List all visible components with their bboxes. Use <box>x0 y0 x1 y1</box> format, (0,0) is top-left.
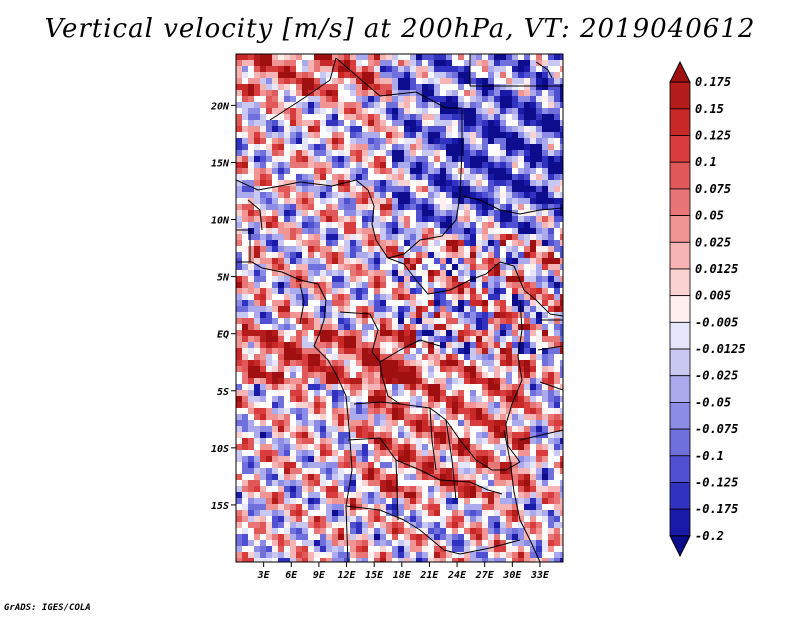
colorbar-segment <box>669 375 691 403</box>
colorbar-label: 0.05 <box>695 209 724 223</box>
country-border <box>299 283 441 363</box>
colorbar-segment <box>669 295 691 323</box>
colorbar-segment <box>669 241 691 270</box>
country-border <box>519 319 563 441</box>
colorbar-segment <box>669 215 691 243</box>
y-tick-label: 15S <box>211 501 229 512</box>
y-tick-label: 5S <box>217 387 229 398</box>
colorbar-segment <box>669 508 691 537</box>
colorbar-label: -0.2 <box>695 529 724 543</box>
colorbar-segment <box>669 321 691 350</box>
grads-credit: GrADS: IGES/COLA <box>4 603 91 613</box>
y-tick-label: EQ <box>217 330 229 341</box>
x-tick-label: 6E <box>285 570 298 581</box>
colorbar-label: -0.125 <box>695 475 738 489</box>
x-tick-label: 9E <box>313 570 326 581</box>
y-tick-label: 5N <box>217 273 230 284</box>
colorbar-label: -0.1 <box>695 449 724 463</box>
x-axis: 3E 6E 9E 12E 15E 18E 21E 24E 27E 30E 33E <box>257 562 550 581</box>
colorbar-segment <box>669 161 691 190</box>
colorbar-label: 0.125 <box>695 129 731 143</box>
x-tick-label: 12E <box>338 570 357 581</box>
country-border <box>236 108 463 259</box>
chart-title: Vertical velocity [m/s] at 200hPa, VT: 2… <box>44 14 756 44</box>
colorbar-segment <box>669 482 691 510</box>
colorbar: 0.175 0.15 0.125 0.1 0.075 0.05 0.025 0.0125 0.0… <box>669 60 746 558</box>
country-border <box>347 437 503 495</box>
colorbar-label: 0.15 <box>695 102 724 116</box>
x-tick-label: 33E <box>530 570 550 581</box>
country-border <box>345 505 521 555</box>
country-border <box>353 401 401 405</box>
y-tick-label: 15N <box>211 158 230 169</box>
y-axis: 20N 15N 10N 5N EQ 5S 10S 15S <box>210 101 236 512</box>
colorbar-label: 0.1 <box>695 155 717 169</box>
y-tick-label: 10N <box>211 216 230 227</box>
x-tick-label: 15E <box>365 570 384 581</box>
x-tick-label: 3E <box>257 570 271 581</box>
y-tick-label: 10S <box>211 444 229 455</box>
colorbar-label: -0.025 <box>695 369 738 383</box>
colorbar-label: 0.0125 <box>695 262 738 276</box>
country-border <box>535 61 553 79</box>
colorbar-top-arrow <box>669 60 691 83</box>
country-borders <box>236 54 563 562</box>
country-border <box>395 407 457 521</box>
colorbar-label: -0.0125 <box>695 342 746 356</box>
colorbar-segment <box>669 402 691 430</box>
coastline-border <box>236 261 353 562</box>
colorbar-label: -0.005 <box>695 315 738 329</box>
x-tick-label: 18E <box>393 570 412 581</box>
colorbar-segment <box>669 108 691 136</box>
x-tick-label: 21E <box>419 570 439 581</box>
colorbar-segment <box>669 188 691 216</box>
colorbar-label: 0.075 <box>695 182 731 196</box>
colorbar-label: 0.175 <box>695 75 731 89</box>
x-tick-label: 27E <box>475 570 495 581</box>
colorbar-label: -0.075 <box>695 422 738 436</box>
velocity-field <box>236 54 563 562</box>
colorbar-segment <box>669 268 691 297</box>
country-border <box>461 195 563 215</box>
colorbar-segment <box>669 428 691 457</box>
country-border <box>387 257 563 317</box>
colorbar-label: -0.175 <box>695 502 738 516</box>
country-border <box>505 299 523 463</box>
colorbar-segment <box>669 348 691 377</box>
country-border <box>335 57 462 109</box>
country-border <box>503 429 541 562</box>
colorbar-bottom-arrow <box>669 535 691 558</box>
country-border <box>269 57 337 121</box>
map-frame <box>235 53 564 563</box>
x-tick-label: 24E <box>447 570 467 581</box>
country-border <box>236 199 263 262</box>
y-tick-label: 20N <box>210 101 230 112</box>
x-tick-label: 30E <box>502 570 522 581</box>
colorbar-segment <box>669 81 691 110</box>
colorbar-label: 0.025 <box>695 235 731 249</box>
country-border <box>469 54 563 87</box>
colorbar-segment <box>669 135 691 163</box>
colorbar-segment <box>669 455 691 483</box>
colorbar-label: 0.005 <box>695 289 731 303</box>
colorbar-label: -0.05 <box>695 395 731 409</box>
